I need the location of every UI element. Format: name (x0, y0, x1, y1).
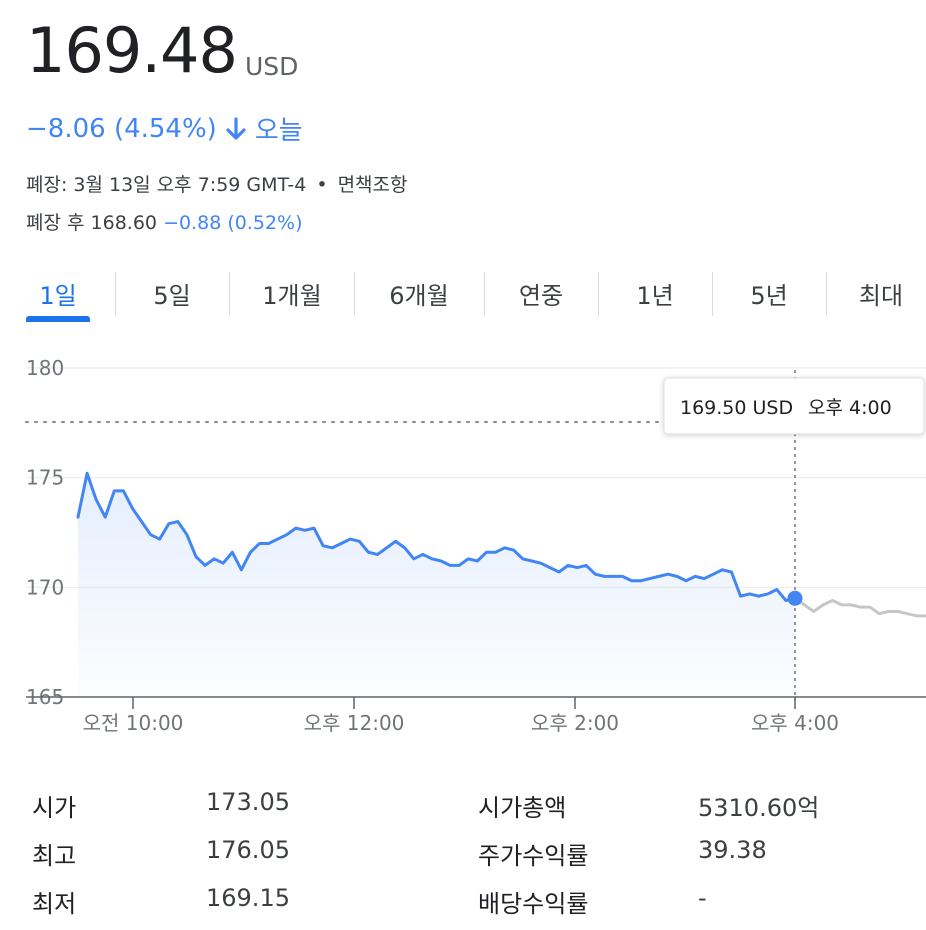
y-tick-label: 170 (26, 575, 64, 599)
price-area-fill (78, 473, 795, 697)
tab-ytd[interactable]: 연중 (518, 281, 564, 310)
disclaimer-link[interactable]: 면책조항 (337, 174, 408, 196)
tab-divider (115, 272, 116, 316)
stat-value-open: 173.05 (206, 788, 290, 816)
price-change-value: −8.06 (4.54%) (26, 113, 217, 144)
stat-label-high: 최고 (32, 842, 77, 870)
tab-5d[interactable]: 5일 (153, 281, 191, 310)
tab-divider (354, 272, 355, 316)
stat-label-pe-ratio: 주가수익률 (478, 842, 589, 870)
stat-value-high: 176.05 (206, 836, 290, 864)
tab-divider (598, 272, 599, 316)
x-tick-label: 오후 4:00 (751, 711, 839, 735)
active-tab-indicator (26, 316, 90, 322)
price-line (76, 471, 797, 602)
chart-tooltip: 169.50 USD 오후 4:00 (663, 377, 925, 435)
separator-dot: • (316, 174, 328, 196)
tab-1y[interactable]: 1년 (636, 281, 674, 310)
today-label: 오늘 (254, 116, 303, 146)
x-tick-label: 오후 2:00 (531, 711, 619, 735)
stat-label-dividend-yield: 배당수익률 (478, 890, 589, 918)
x-tick-label: 오전 10:00 (83, 711, 184, 735)
stat-value-market-cap: 5310.60억 (698, 794, 820, 822)
arrow-down-icon (226, 116, 246, 140)
stat-label-market-cap: 시가총액 (478, 794, 567, 822)
tab-divider (712, 272, 713, 316)
tab-divider (484, 272, 485, 316)
closed-time: 폐장: 3월 13일 오후 7:59 GMT-4 (26, 174, 307, 196)
tab-divider (229, 272, 230, 316)
market-status: 폐장: 3월 13일 오후 7:59 GMT-4 • 면책조항 (26, 170, 407, 197)
tooltip-time: 오후 4:00 (808, 397, 892, 419)
y-tick-label: 175 (26, 466, 64, 490)
stat-label-open: 시가 (32, 794, 77, 822)
stat-value-low: 169.15 (206, 884, 290, 912)
after-hours-change: −0.88 (0.52%) (163, 212, 303, 234)
y-tick-label: 180 (26, 356, 64, 380)
tab-1m[interactable]: 1개월 (262, 281, 322, 310)
stat-value-dividend-yield: - (698, 884, 707, 912)
tooltip-value: 169.50 USD (680, 397, 793, 419)
price-change: −8.06 (4.54%) 오늘 (26, 110, 303, 147)
currency-label: USD (245, 52, 299, 81)
stat-value-pe-ratio: 39.38 (698, 836, 767, 864)
range-tabs: 1일 5일 1개월 6개월 연중 1년 5년 최대 (0, 270, 926, 326)
x-tick-label: 오후 12:00 (304, 711, 405, 735)
tab-5y[interactable]: 5년 (750, 281, 788, 310)
tab-1d[interactable]: 1일 (39, 281, 77, 310)
after-hours-line (793, 596, 926, 618)
stat-label-low: 최저 (32, 890, 77, 918)
current-price: 169.48 (26, 14, 238, 87)
hover-point (787, 590, 803, 606)
after-hours-price: 폐장 후 168.60 (26, 212, 158, 234)
tab-max[interactable]: 최대 (858, 281, 904, 310)
tab-6m[interactable]: 6개월 (389, 281, 449, 310)
after-hours: 폐장 후 168.60 −0.88 (0.52%) (26, 208, 303, 235)
tab-divider (826, 272, 827, 316)
